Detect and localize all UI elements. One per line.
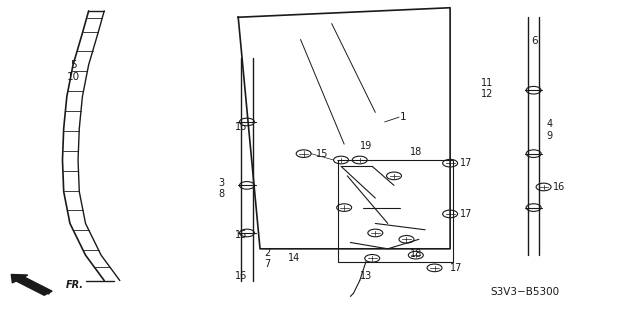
Text: 18: 18: [409, 249, 422, 259]
Text: 3
8: 3 8: [218, 178, 225, 199]
Text: 16: 16: [235, 229, 247, 240]
Text: 18: 18: [409, 147, 422, 157]
Text: 6: 6: [531, 36, 538, 46]
Text: 17: 17: [459, 158, 472, 168]
Text: 13: 13: [360, 271, 372, 281]
Text: 19: 19: [360, 141, 372, 151]
Text: 16: 16: [235, 122, 247, 132]
Text: 11
12: 11 12: [481, 78, 494, 100]
Text: 16: 16: [235, 271, 247, 281]
Text: 1: 1: [400, 112, 407, 122]
Text: 16: 16: [553, 182, 565, 192]
Bar: [338, 160, 453, 261]
Text: 17: 17: [459, 209, 472, 219]
Text: 17: 17: [450, 263, 463, 273]
Text: 14: 14: [288, 253, 300, 263]
FancyArrow shape: [11, 275, 52, 295]
Text: S3V3−B5300: S3V3−B5300: [490, 287, 560, 297]
Text: 4
9: 4 9: [546, 119, 553, 141]
Text: 5
10: 5 10: [66, 60, 80, 82]
Text: 15: 15: [316, 149, 329, 159]
Text: FR.: FR.: [66, 280, 84, 290]
Text: 2
7: 2 7: [264, 248, 270, 269]
